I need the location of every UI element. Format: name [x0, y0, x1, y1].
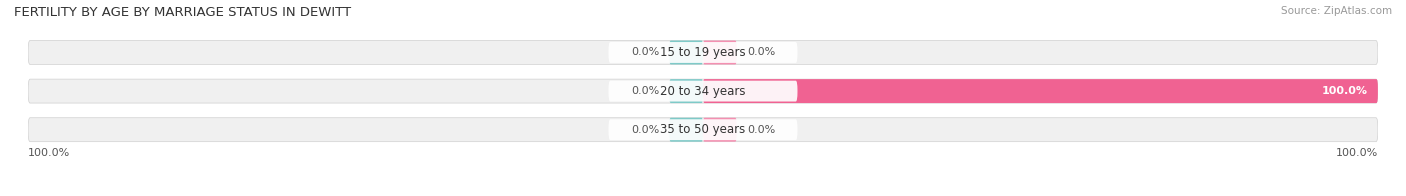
- FancyBboxPatch shape: [703, 118, 737, 142]
- Text: Source: ZipAtlas.com: Source: ZipAtlas.com: [1281, 6, 1392, 16]
- Text: 0.0%: 0.0%: [747, 47, 775, 57]
- FancyBboxPatch shape: [28, 79, 1378, 103]
- FancyBboxPatch shape: [609, 81, 797, 102]
- Text: 0.0%: 0.0%: [631, 125, 659, 135]
- Text: FERTILITY BY AGE BY MARRIAGE STATUS IN DEWITT: FERTILITY BY AGE BY MARRIAGE STATUS IN D…: [14, 6, 352, 19]
- Text: 0.0%: 0.0%: [631, 86, 659, 96]
- FancyBboxPatch shape: [703, 79, 1378, 103]
- FancyBboxPatch shape: [609, 42, 797, 63]
- FancyBboxPatch shape: [669, 79, 703, 103]
- Text: 0.0%: 0.0%: [631, 47, 659, 57]
- FancyBboxPatch shape: [669, 41, 703, 64]
- FancyBboxPatch shape: [669, 118, 703, 142]
- FancyBboxPatch shape: [609, 119, 797, 140]
- Text: 0.0%: 0.0%: [747, 125, 775, 135]
- Text: 100.0%: 100.0%: [1322, 86, 1368, 96]
- FancyBboxPatch shape: [703, 41, 737, 64]
- Text: 100.0%: 100.0%: [28, 148, 70, 158]
- Text: 20 to 34 years: 20 to 34 years: [661, 85, 745, 98]
- FancyBboxPatch shape: [28, 118, 1378, 142]
- Text: 15 to 19 years: 15 to 19 years: [661, 46, 745, 59]
- Text: 35 to 50 years: 35 to 50 years: [661, 123, 745, 136]
- FancyBboxPatch shape: [28, 41, 1378, 64]
- Text: 100.0%: 100.0%: [1336, 148, 1378, 158]
